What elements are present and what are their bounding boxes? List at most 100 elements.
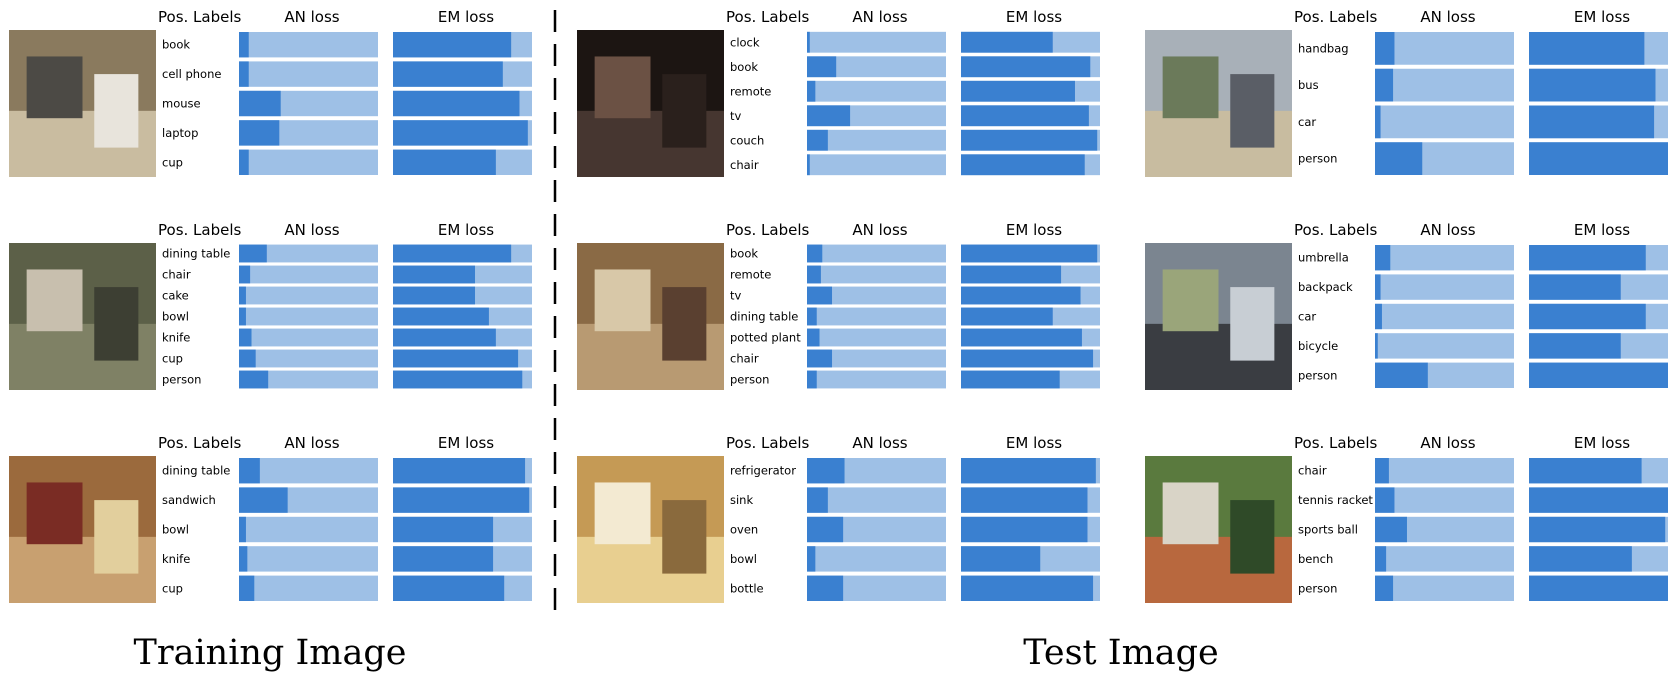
pos-label: bowl [730,552,757,566]
pos-label: bus [1298,78,1319,92]
pos-label: bowl [162,310,189,324]
an-loss-bar [1375,458,1389,484]
training-caption: Training Image [134,633,407,673]
em-loss-bar [393,265,476,284]
pos-label: cake [162,289,189,303]
an-loss-bar [239,120,280,146]
pos-label: bowl [162,523,189,537]
pos-label: dining table [162,464,230,478]
an-loss-bar-track [807,265,946,284]
em-loss-bar [961,575,1094,601]
panel-4: Pos. Labels AN loss EM loss clock book remote… [577,8,1100,177]
pos-label: laptop [162,126,198,140]
photo-region-object-2 [94,500,139,574]
em-loss-bar [1529,362,1668,388]
an-loss-bar-track [239,349,378,368]
pos-label: bench [1298,552,1333,566]
photo-region-object [1162,56,1219,119]
pos-label: potted plant [730,331,801,345]
em-loss-bar [393,349,519,368]
photo-region-object [594,56,651,119]
pos-label: sink [730,493,753,507]
an-loss-bar-track [239,516,378,543]
photo-region-object [594,269,651,332]
an-loss-bar-track [807,307,946,326]
photo-region-object [594,482,651,545]
an-loss-bar-track [239,328,378,347]
an-loss-bar [1375,105,1381,139]
an-loss-bar [239,90,281,117]
an-loss-bar-track [239,575,378,601]
pos-labels-header: Pos. Labels [158,221,242,239]
an-loss-bar [807,349,833,368]
an-loss-bar [239,546,248,572]
pos-label: remote [730,84,771,98]
an-loss-bar [239,328,252,347]
an-loss-bar [807,80,816,102]
em-loss-bar [961,244,1098,263]
em-loss-header: EM loss [438,8,494,26]
an-loss-bar [239,286,246,305]
photo-region-object-2 [94,287,139,361]
photo-thumbnail [577,30,724,177]
an-loss-bar [807,129,828,151]
an-loss-bar [239,487,288,513]
panel-5: Pos. Labels AN loss EM loss book remote tv din… [577,221,1100,390]
em-loss-bar [961,80,1075,102]
an-loss-bar-track [807,56,946,78]
photo-region-object-2 [662,74,707,148]
an-loss-bar-track [239,458,378,484]
an-loss-header: AN loss [852,221,907,239]
pos-label: bottle [730,581,764,595]
panel-3: Pos. Labels AN loss EM loss dining table san… [9,434,532,603]
em-loss-bar [961,487,1088,513]
pos-label: dining table [730,310,798,324]
pos-labels-header: Pos. Labels [726,434,810,452]
em-loss-bar [1529,487,1668,513]
em-loss-header: EM loss [438,221,494,239]
pos-label: person [730,373,769,387]
an-loss-bar [239,307,246,326]
an-loss-bar [1375,68,1394,102]
em-loss-bar [393,307,489,326]
em-loss-bar [961,349,1094,368]
em-loss-bar [1529,303,1646,330]
pos-label: tennis racket [1298,493,1373,507]
em-loss-bar [1529,105,1655,139]
em-loss-bar [961,516,1088,543]
pos-label: car [1298,115,1316,129]
pos-labels-header: Pos. Labels [158,434,242,452]
an-loss-bar [1375,245,1391,271]
pos-label: clock [730,35,760,49]
panel-9: Pos. Labels AN loss EM loss chair tennis rac… [1145,434,1668,603]
an-loss-bar-track [807,31,946,53]
em-loss-bar [393,458,526,484]
an-loss-bar-track [1375,575,1514,601]
pos-label: cup [162,352,183,366]
an-loss-bar [807,56,837,78]
pos-label: bicycle [1298,339,1338,353]
em-loss-bar [393,61,503,87]
em-loss-bar [961,105,1089,127]
an-loss-bar-track [239,32,378,58]
pos-label: book [162,38,190,52]
em-loss-bar [1529,458,1642,484]
an-loss-bar-track [1375,274,1514,300]
em-loss-bar [1529,68,1656,102]
photo-region-object [1162,482,1219,545]
em-loss-bar [393,487,530,513]
an-loss-header: AN loss [852,434,907,452]
an-loss-bar-track [1375,245,1514,271]
an-loss-bar [1375,274,1381,300]
an-loss-bar-track [239,546,378,572]
an-loss-bar-track [239,265,378,284]
em-loss-bar [393,328,496,347]
an-loss-bar-track [807,487,946,513]
pos-label: dining table [162,247,230,261]
pos-label: backpack [1298,280,1353,294]
em-loss-header: EM loss [1574,434,1630,452]
em-loss-bar [961,328,1082,347]
an-loss-bar [239,265,251,284]
pos-label: cell phone [162,67,221,81]
pos-label: book [730,60,758,74]
